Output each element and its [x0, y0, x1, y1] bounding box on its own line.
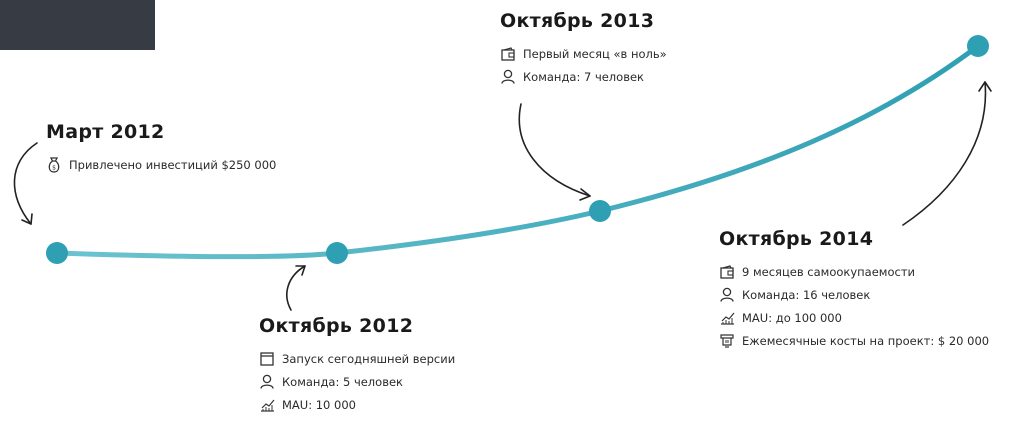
- timeline-dot-mar-2012: [46, 242, 68, 264]
- timeline-dot-oct-2014: [967, 35, 989, 57]
- arrow-head-oct-2012: [295, 265, 306, 276]
- milestone-title: Октябрь 2012: [259, 315, 414, 337]
- milestone-item-text: Ежемесячные косты на проект: $ 20 000: [742, 333, 990, 348]
- arrow-head-oct-2013: [579, 188, 591, 201]
- milestone-item-text: MAU: 10 000: [282, 397, 356, 412]
- arrow-oct-2013: [518, 103, 591, 197]
- user-icon: [500, 69, 516, 85]
- milestone-item: Команда: 5 человек: [259, 370, 455, 393]
- milestone-item: MAU: 10 000: [259, 393, 455, 416]
- milestone-item-text: Команда: 5 человек: [282, 374, 403, 389]
- milestone-oct-2014: Октябрь 2014 9 месяцев самоокупаемости К…: [719, 228, 989, 352]
- milestone-item: $ Привлечено инвестиций $250 000: [46, 153, 276, 176]
- milestone-oct-2013: Октябрь 2013 Первый месяц «в ноль» Коман…: [500, 10, 667, 88]
- milestone-title: Октябрь 2013: [500, 10, 655, 32]
- milestone-item-text: Привлечено инвестиций $250 000: [69, 157, 277, 172]
- calendar-icon: [259, 351, 275, 367]
- timeline-dot-oct-2012: [326, 242, 348, 264]
- milestone-title: Март 2012: [46, 121, 165, 143]
- chart-icon: [719, 310, 735, 326]
- milestone-item: MAU: до 100 000: [719, 306, 989, 329]
- milestone-item: Первый месяц «в ноль»: [500, 42, 667, 65]
- server-icon: [719, 333, 735, 349]
- chart-icon: [259, 397, 275, 413]
- timeline-dot-oct-2013: [589, 200, 611, 222]
- milestone-item: Ежемесячные косты на проект: $ 20 000: [719, 329, 989, 352]
- milestone-item-text: Команда: 7 человек: [523, 69, 644, 84]
- money-bag-icon: $: [46, 156, 62, 173]
- arrow-oct-2012: [286, 265, 306, 311]
- milestone-mar-2012: Март 2012 $ Привлечено инвестиций $250 0…: [46, 121, 276, 176]
- svg-text:$: $: [52, 164, 56, 171]
- user-icon: [719, 287, 735, 303]
- milestone-item: Команда: 7 человек: [500, 65, 667, 88]
- milestone-item-text: Запуск сегодняшней версии: [282, 351, 456, 366]
- arrow-mar-2012: [13, 142, 38, 225]
- milestone-oct-2012: Октябрь 2012 Запуск сегодняшней версии К…: [259, 315, 455, 416]
- milestone-title: Октябрь 2014: [719, 228, 874, 250]
- wallet-icon: [500, 46, 516, 62]
- milestone-item-text: Первый месяц «в ноль»: [523, 46, 667, 61]
- user-icon: [259, 374, 275, 390]
- milestone-item-text: Команда: 16 человек: [742, 287, 871, 302]
- milestone-item: Команда: 16 человек: [719, 283, 989, 306]
- milestone-item-text: MAU: до 100 000: [742, 310, 842, 325]
- timeline-line: [54, 43, 981, 260]
- wallet-icon: [719, 264, 735, 280]
- milestone-item: Запуск сегодняшней версии: [259, 347, 455, 370]
- milestone-item: 9 месяцев самоокупаемости: [719, 260, 989, 283]
- arrow-head-oct-2014: [978, 81, 992, 92]
- arrow-oct-2014: [902, 81, 987, 226]
- milestone-item-text: 9 месяцев самоокупаемости: [742, 264, 916, 279]
- corner-dark-block: [0, 0, 155, 50]
- arrow-head-mar-2012: [21, 213, 33, 225]
